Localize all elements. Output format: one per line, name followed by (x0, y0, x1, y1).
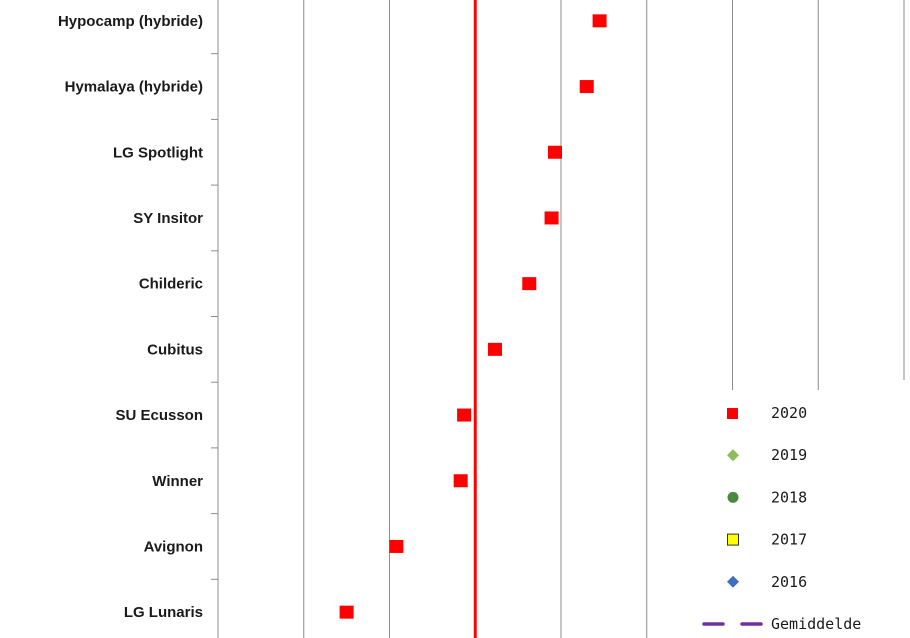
legend-marker-2018 (727, 491, 739, 503)
category-label: Childeric (139, 276, 203, 293)
legend-label-2017: 2017 (771, 531, 807, 549)
data-point-2020 (339, 605, 354, 619)
data-point-2020 (457, 408, 472, 422)
legend-label-2019: 2019 (771, 446, 807, 464)
legend-label-2020: 2020 (771, 404, 807, 422)
data-point-2020 (453, 474, 468, 488)
data-points (339, 14, 607, 619)
data-point-2020 (579, 80, 594, 94)
category-label: Hypocamp (hybride) (58, 13, 203, 30)
category-label: LG Lunaris (124, 604, 203, 621)
legend-label-2018: 2018 (771, 488, 807, 506)
data-point-2020 (522, 277, 537, 291)
data-point-2020 (592, 14, 607, 28)
legend-marker-2019 (727, 449, 739, 462)
category-label: Cubitus (147, 341, 203, 358)
legend: 2020 2019 2018 2017 2016 Gemiddelde (690, 390, 910, 638)
data-point-2020 (544, 211, 559, 225)
category-labels: Hypocamp (hybride) Hymalaya (hybride) LG S… (58, 13, 203, 621)
category-label: Winner (152, 473, 203, 490)
data-point-2020 (487, 342, 502, 356)
legend-label-2016: 2016 (771, 573, 807, 591)
data-point-2020 (547, 145, 562, 159)
category-label: LG Spotlight (113, 144, 203, 161)
category-label: SY Insitor (133, 210, 203, 227)
category-label: SU Ecusson (115, 407, 203, 424)
legend-marker-2016 (727, 575, 739, 588)
legend-marker-2020 (727, 408, 738, 419)
legend-label-gemiddelde: Gemiddelde (771, 615, 861, 633)
data-point-2020 (389, 539, 404, 553)
legend-background (690, 390, 910, 638)
legend-marker-2017 (727, 533, 739, 546)
y-axis (211, 0, 219, 638)
category-label: Hymalaya (hybride) (65, 79, 203, 96)
category-label: Avignon (144, 538, 203, 555)
